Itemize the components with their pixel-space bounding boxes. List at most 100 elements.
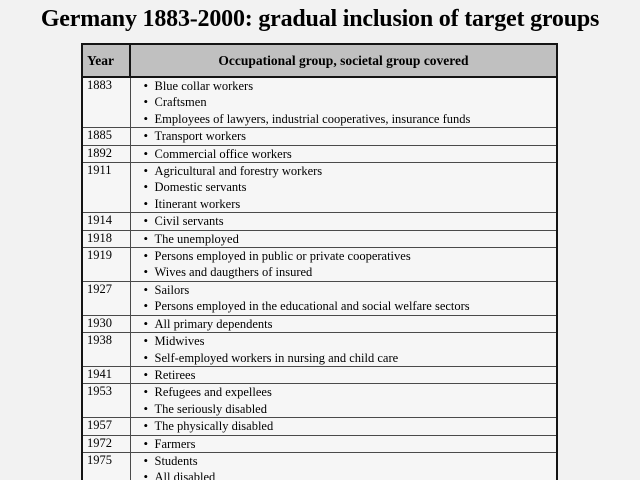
group-label: Transport workers — [154, 129, 247, 144]
group-label: The physically disabled — [154, 419, 274, 434]
group-list: • Civil servants — [131, 213, 557, 229]
bullet-icon: • — [143, 128, 149, 144]
table-row: 1919 • Persons employed in public or priv… — [81, 247, 558, 282]
group-label: Midwives — [154, 334, 205, 349]
table-row: 1975 • Students • All disabled — [81, 451, 558, 480]
column-header-group: Occupational group, societal group cover… — [129, 43, 558, 78]
bullet-icon: • — [143, 452, 149, 468]
group-label: All disabled — [154, 470, 216, 480]
year-cell: 1892 — [81, 144, 131, 164]
year-cell: 1938 — [81, 332, 131, 367]
table-row: 1938 • Midwives • Self-employed workers in … — [81, 332, 558, 367]
bullet-icon: • — [143, 418, 149, 434]
group-label: Wives and daugthers of insured — [154, 265, 313, 280]
group-item: • Sailors — [131, 282, 557, 298]
year-cell: 1941 — [81, 365, 131, 385]
group-list: • Retirees — [131, 367, 557, 383]
bullet-icon: • — [143, 264, 149, 280]
group-item: • Wives and daugthers of insured — [131, 264, 557, 280]
table-header: Year Occupational group, societal group … — [81, 43, 558, 78]
group-item: • The unemployed — [131, 231, 557, 247]
group-list: • Farmers — [131, 436, 557, 452]
group-cell: • Blue collar workers • Craftsmen • Employees… — [129, 76, 558, 129]
bullet-icon: • — [143, 384, 149, 400]
table-body: 1883 • Blue collar workers • Craftsmen • Empl… — [81, 76, 558, 480]
coverage-table: Year Occupational group, societal group … — [81, 43, 558, 480]
year-cell: 1911 — [81, 162, 131, 214]
table-row: 1892 • Commercial office workers — [81, 144, 558, 164]
page-title: Germany 1883-2000: gradual inclusion of … — [40, 6, 600, 32]
group-item: • Employees of lawyers, industrial cooper… — [131, 111, 557, 127]
group-label: Itinerant workers — [154, 196, 241, 211]
group-item: • Commercial office workers — [131, 146, 557, 162]
bullet-icon: • — [143, 248, 149, 264]
group-cell: • Commercial office workers — [129, 144, 558, 164]
column-header-year: Year — [81, 43, 131, 78]
bullet-icon: • — [143, 145, 149, 161]
year-cell: 1957 — [81, 417, 131, 436]
group-list: • Persons employed in public or private c… — [131, 248, 557, 281]
group-item: • Agricultural and forestry workers — [131, 163, 557, 179]
group-label: Domestic servants — [154, 180, 247, 195]
group-label: Retirees — [154, 367, 196, 382]
table-row: 1914 • Civil servants — [81, 212, 558, 231]
bullet-icon: • — [143, 366, 149, 382]
bullet-icon: • — [143, 230, 149, 246]
bullet-icon: • — [143, 315, 149, 331]
table-row: 1953 • Refugees and expellees • The serious… — [81, 383, 558, 419]
group-cell: • The unemployed — [129, 229, 558, 249]
group-list: • The physically disabled — [131, 418, 557, 434]
table-row: 1918 • The unemployed — [81, 229, 558, 249]
bullet-icon: • — [143, 110, 149, 126]
group-label: Farmers — [154, 436, 196, 451]
table-row: 1941 • Retirees — [81, 365, 558, 385]
group-label: All primary dependents — [154, 316, 273, 331]
group-item: • Persons employed in public or private c… — [131, 248, 557, 264]
year-cell: 1927 — [81, 280, 131, 316]
year-cell: 1953 — [81, 383, 131, 419]
bullet-icon: • — [143, 213, 149, 229]
group-list: • All primary dependents — [131, 316, 557, 332]
group-cell: • Refugees and expellees • The seriously di… — [129, 383, 558, 419]
group-cell: • Agricultural and forestry workers • Domes… — [129, 162, 558, 214]
group-cell: • The physically disabled — [129, 417, 558, 436]
bullet-icon: • — [143, 94, 149, 110]
group-item: • Domestic servants — [131, 179, 557, 195]
year-cell: 1919 — [81, 247, 131, 282]
table-row: 1930 • All primary dependents — [81, 314, 558, 334]
bullet-icon: • — [143, 78, 149, 93]
bullet-icon: • — [143, 435, 149, 451]
group-item: • The seriously disabled — [131, 401, 557, 417]
table-row: 1883 • Blue collar workers • Craftsmen • Empl… — [81, 76, 558, 129]
bullet-icon: • — [143, 333, 149, 349]
group-label: The unemployed — [154, 231, 239, 246]
group-cell: • Transport workers — [129, 127, 558, 146]
year-cell: 1918 — [81, 229, 131, 249]
group-label: Craftsmen — [154, 95, 207, 110]
group-label: Blue collar workers — [154, 79, 254, 93]
group-item: • All disabled — [131, 469, 557, 480]
group-cell: • Civil servants — [129, 212, 558, 231]
table-row: 1972 • Farmers — [81, 434, 558, 453]
group-label: Agricultural and forestry workers — [154, 164, 323, 179]
bullet-icon: • — [143, 349, 149, 365]
group-list: • Agricultural and forestry workers • Domes… — [131, 163, 557, 212]
group-label: Civil servants — [154, 214, 224, 229]
group-cell: • Persons employed in public or private c… — [129, 247, 558, 282]
year-cell: 1914 — [81, 212, 131, 231]
group-item: • Transport workers — [131, 128, 557, 144]
group-item: • Blue collar workers — [131, 78, 557, 94]
table-row: 1957 • The physically disabled — [81, 417, 558, 436]
group-item: • Self-employed workers in nursing and ch… — [131, 350, 557, 366]
group-list: • Sailors • Persons employed in the educati… — [131, 282, 557, 315]
bullet-icon: • — [143, 400, 149, 416]
group-item: • Civil servants — [131, 213, 557, 229]
group-item: • Students — [131, 453, 557, 469]
group-label: Persons employed in public or private co… — [154, 249, 411, 264]
group-cell: • Students • All disabled — [129, 451, 558, 480]
bullet-icon: • — [143, 163, 149, 179]
bullet-icon: • — [143, 281, 149, 297]
group-label: Commercial office workers — [154, 146, 292, 161]
group-item: • Refugees and expellees — [131, 384, 557, 400]
